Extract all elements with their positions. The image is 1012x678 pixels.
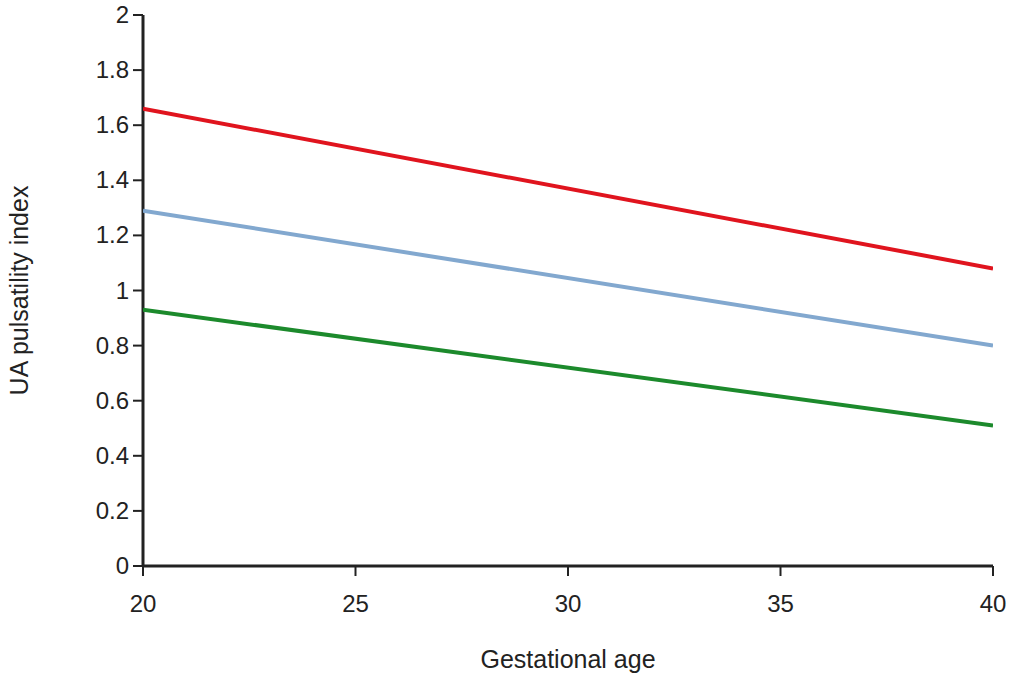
y-tick	[133, 234, 143, 236]
y-tick-label: 0.4	[96, 442, 129, 469]
y-tick-label: 1.2	[96, 221, 129, 248]
x-tick	[780, 566, 782, 576]
x-tick-label: 40	[980, 590, 1007, 617]
y-tick	[133, 345, 143, 347]
y-tick	[133, 400, 143, 402]
y-tick	[133, 124, 143, 126]
plot-area	[143, 109, 993, 426]
y-tick-label: 0.2	[96, 497, 129, 524]
y-tick	[133, 510, 143, 512]
series-line	[143, 310, 993, 426]
x-tick-label: 35	[767, 590, 794, 617]
y-tick-label: 1.4	[96, 166, 129, 193]
y-tick	[133, 69, 143, 71]
y-tick-label: 1	[116, 277, 129, 304]
series-line	[143, 109, 993, 269]
x-tick	[355, 566, 357, 576]
x-tick-label: 25	[342, 590, 369, 617]
y-axis-label: UA pulsatility index	[5, 185, 33, 395]
x-tick-label: 30	[555, 590, 582, 617]
y-tick	[133, 14, 143, 16]
x-tick	[567, 566, 569, 576]
y-tick-label: 1.8	[96, 56, 129, 83]
x-tick	[992, 566, 994, 576]
y-tick	[133, 290, 143, 292]
y-tick	[133, 455, 143, 457]
chart: 0 0.2 0.4 0.6 0.8 1 1.2 1.4 1.6 1.8 2 20 25 30 35 40 Ges…	[0, 0, 1012, 678]
y-tick-label: 0.8	[96, 332, 129, 359]
y-tick-label: 0.6	[96, 387, 129, 414]
y-tick-label: 1.6	[96, 111, 129, 138]
y-tick-label: 0	[116, 552, 129, 579]
y-tick-label: 2	[116, 1, 129, 28]
y-tick	[133, 179, 143, 181]
x-tick-label: 20	[130, 590, 157, 617]
x-tick	[142, 566, 144, 576]
y-tick	[133, 565, 143, 567]
x-axis-label: Gestational age	[480, 645, 655, 673]
